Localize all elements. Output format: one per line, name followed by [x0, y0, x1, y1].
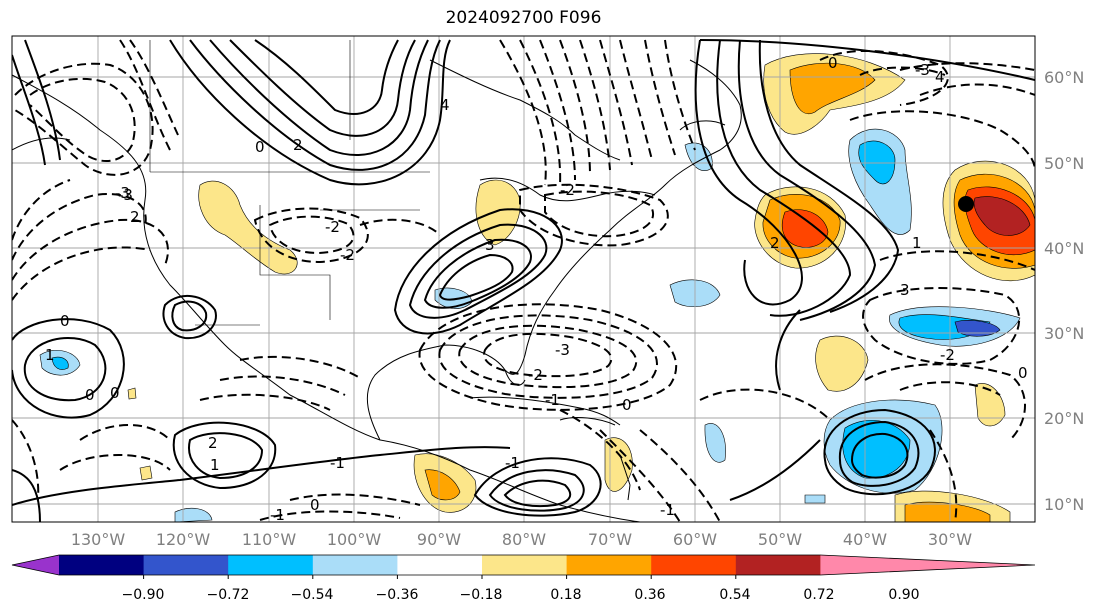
dashed-contours	[12, 39, 1035, 522]
contour-label: -3	[118, 186, 133, 204]
contour-label: 3	[485, 236, 495, 254]
colorbar-label: 0.36	[634, 587, 665, 603]
lon-label: 100°W	[327, 530, 382, 549]
contour-label: 2	[208, 434, 218, 452]
contour-label: 1	[210, 456, 220, 474]
contour-label: 4	[440, 96, 450, 114]
colorbar-label: −0.54	[291, 587, 334, 603]
contour-label: -3	[555, 341, 570, 359]
contour-label: -1	[330, 454, 345, 472]
colorbar-extend-max	[820, 555, 1035, 575]
contour-label: 1	[45, 346, 55, 364]
lon-label: 40°W	[843, 530, 887, 549]
contour-label: -2	[325, 218, 340, 236]
contour-label: -2	[560, 181, 575, 199]
contour-label: -2	[528, 366, 543, 384]
contour-label: 0	[1018, 364, 1028, 382]
lat-label: 60°N	[1044, 68, 1084, 87]
colorbar-outline	[11, 554, 1036, 576]
contour-label: -2	[940, 346, 955, 364]
colorbar-extend-min	[12, 555, 59, 575]
lon-label: 50°W	[758, 530, 802, 549]
lon-label: 80°W	[502, 530, 546, 549]
lon-label: 120°W	[156, 530, 211, 549]
colorbar-segment	[312, 555, 398, 575]
shaded-anomaly-regions	[39, 53, 1035, 522]
contour-label: -1	[505, 454, 520, 472]
contour-label: 0	[110, 384, 120, 402]
contour-label: 2	[130, 208, 140, 226]
lat-label: 50°N	[1044, 154, 1084, 173]
contour-label: 0	[255, 138, 265, 156]
contour-label: 2	[770, 234, 780, 252]
lon-label: 130°W	[71, 530, 126, 549]
contour-label: 0	[622, 396, 632, 414]
colorbar-segment	[143, 555, 229, 575]
colorbar-segment	[566, 555, 652, 575]
colorbar-segment	[482, 555, 568, 575]
colorbar-segment	[651, 555, 737, 575]
contour-label: 0	[85, 386, 95, 404]
lon-label: 110°W	[242, 530, 297, 549]
solid-contours	[12, 39, 1035, 522]
contour-label: 0	[60, 312, 70, 330]
contour-label: 0	[310, 496, 320, 514]
lat-label: 10°N	[1044, 495, 1084, 514]
colorbar-label: 0.72	[803, 587, 834, 603]
contour-label: -1	[660, 501, 675, 519]
contour-label: -3	[915, 61, 930, 79]
colorbar	[11, 554, 1036, 579]
colorbar-segment	[228, 555, 314, 575]
colorbar-segment	[735, 555, 821, 575]
lat-label: 20°N	[1044, 409, 1084, 428]
colorbar-label: 0.90	[888, 587, 919, 603]
contour-label: 2	[293, 136, 303, 154]
colorbar-segment	[397, 555, 483, 575]
contour-label: -1	[545, 391, 560, 409]
contour-label: 0	[828, 54, 838, 72]
colorbar-tick-labels: −0.90 −0.72 −0.54 −0.36 −0.18 0.18 0.36 …	[122, 587, 920, 603]
contour-label: -2	[340, 246, 355, 264]
colorbar-label: −0.18	[460, 587, 503, 603]
colorbar-label: 0.54	[719, 587, 750, 603]
lon-label: 90°W	[417, 530, 461, 549]
contour-label: 3	[900, 281, 910, 299]
contour-label: -1	[270, 506, 285, 524]
map-title: 2024092700 F096	[445, 8, 602, 28]
contour-labels: 0 -2 -3 -2 2 -1 0 -3 -2 -2 2 3 0 -3 -2 -…	[45, 54, 1028, 524]
contour-label: 1	[912, 234, 922, 252]
lon-label: 70°W	[588, 530, 632, 549]
lon-label: 60°W	[673, 530, 717, 549]
colorbar-label: −0.90	[122, 587, 165, 603]
lat-label: 30°N	[1044, 324, 1084, 343]
lon-label: 30°W	[928, 530, 972, 549]
colorbar-segment	[59, 555, 145, 575]
latitude-labels: 60°N 50°N 40°N 30°N 20°N 10°N	[1044, 68, 1084, 514]
map-frame	[11, 35, 1036, 523]
lat-label: 40°N	[1044, 239, 1084, 258]
location-marker	[958, 196, 974, 212]
colorbar-label: −0.36	[376, 587, 419, 603]
colorbar-label: 0.18	[550, 587, 581, 603]
contour-label: 4	[935, 68, 945, 86]
contour-label: -3	[115, 184, 130, 202]
longitude-labels: 130°W 120°W 110°W 100°W 90°W 80°W 70°W 6…	[71, 530, 972, 549]
graticule	[12, 36, 1035, 522]
colorbar-label: −0.72	[207, 587, 250, 603]
